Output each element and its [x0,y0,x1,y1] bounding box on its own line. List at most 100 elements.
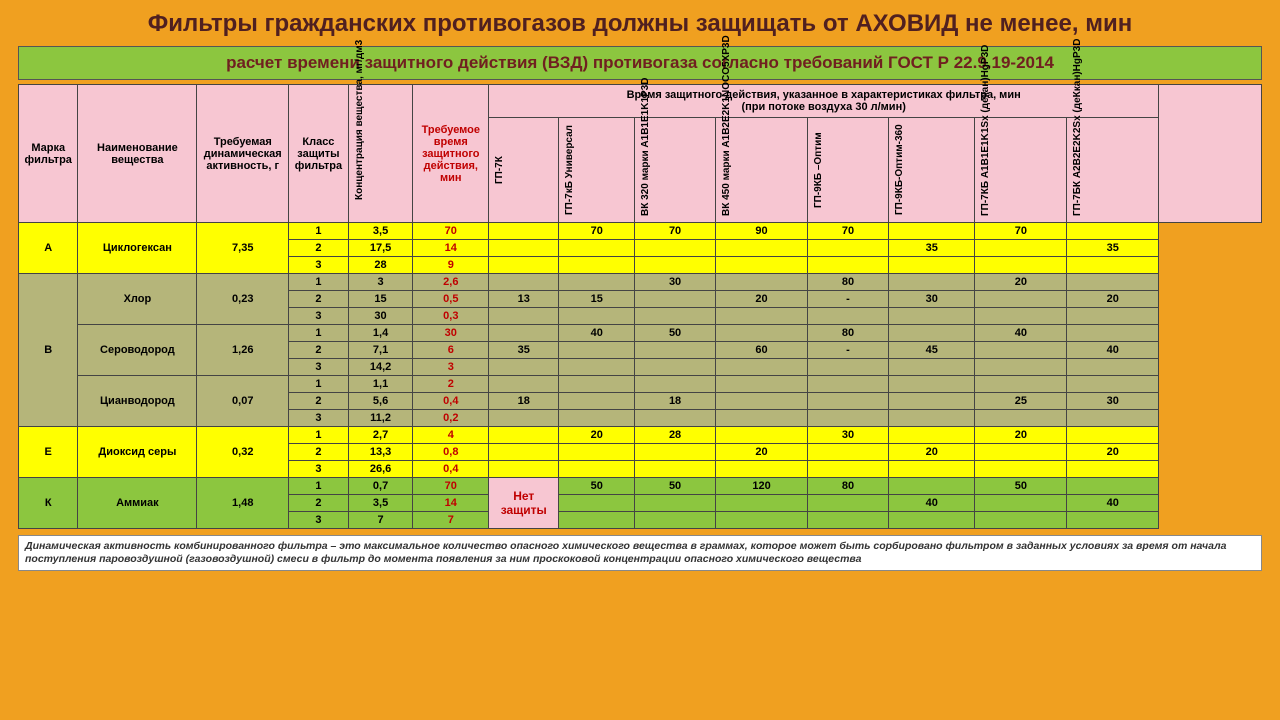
req-cell: 14 [413,240,489,257]
req-cell: 0,4 [413,461,489,478]
value-cell [635,240,716,257]
value-cell: 60 [716,342,808,359]
class-cell: 2 [289,444,348,461]
req-cell: 30 [413,325,489,342]
req-cell: 2 [413,376,489,393]
mark-cell: Е [19,427,78,478]
value-cell: 70 [975,223,1067,240]
conc-cell: 5,6 [348,393,413,410]
value-cell [975,495,1067,512]
conc-cell: 0,7 [348,478,413,495]
substance-cell: Хлор [78,274,197,325]
value-cell: 20 [716,444,808,461]
value-cell [559,308,635,325]
value-cell: 70 [635,223,716,240]
value-cell [635,257,716,274]
value-cell [807,444,888,461]
conc-cell: 11,2 [348,410,413,427]
class-cell: 3 [289,308,348,325]
value-cell [1067,308,1159,325]
class-cell: 2 [289,393,348,410]
class-cell: 3 [289,461,348,478]
value-cell [975,461,1067,478]
value-cell: 40 [1067,342,1159,359]
conc-cell: 15 [348,291,413,308]
table-row: ЕДиоксид серы0,3212,7420283020 [19,427,1262,444]
value-cell [889,325,975,342]
value-cell [1067,512,1159,529]
col-f7: ГП-7КБ A1B1E1K1Sx (декан)HgP3D [975,118,1067,223]
conc-cell: 13,3 [348,444,413,461]
value-cell [889,359,975,376]
value-cell [889,461,975,478]
class-cell: 1 [289,427,348,444]
value-cell [559,512,635,529]
value-cell: 40 [1067,495,1159,512]
value-cell [716,495,808,512]
class-cell: 1 [289,376,348,393]
value-cell [635,495,716,512]
substance-cell: Сероводород [78,325,197,376]
value-cell [716,512,808,529]
value-cell [559,240,635,257]
value-cell [1067,376,1159,393]
value-cell [889,223,975,240]
value-cell [559,342,635,359]
value-cell [635,461,716,478]
value-cell: 18 [489,393,559,410]
mark-cell: А [19,223,78,274]
class-cell: 3 [289,410,348,427]
value-cell: 70 [807,223,888,240]
value-cell [807,512,888,529]
table-body: АЦиклогексан7,3513,5707070907070217,5143… [19,223,1262,529]
value-cell: 30 [807,427,888,444]
conc-cell: 7 [348,512,413,529]
value-cell [716,308,808,325]
value-cell [559,393,635,410]
col-activity: Требуемая динамическая активность, г [197,85,289,223]
value-cell: 15 [559,291,635,308]
value-cell [889,376,975,393]
value-cell [489,274,559,291]
value-cell [559,274,635,291]
value-cell [807,393,888,410]
value-cell [635,308,716,325]
value-cell [807,240,888,257]
value-cell [559,461,635,478]
req-cell: 14 [413,495,489,512]
conc-cell: 26,6 [348,461,413,478]
value-cell: 70 [559,223,635,240]
class-cell: 3 [289,359,348,376]
value-cell: 45 [889,342,975,359]
value-cell [716,393,808,410]
value-cell: 20 [975,427,1067,444]
value-cell [975,410,1067,427]
value-cell [975,240,1067,257]
req-cell: 0,4 [413,393,489,410]
conc-cell: 14,2 [348,359,413,376]
req-cell: 3 [413,359,489,376]
value-cell: 50 [635,478,716,495]
activity-cell: 1,48 [197,478,289,529]
activity-cell: 0,07 [197,376,289,427]
value-cell: 20 [1067,444,1159,461]
req-cell: 0,2 [413,410,489,427]
conc-cell: 1,1 [348,376,413,393]
value-cell [716,376,808,393]
value-cell [635,376,716,393]
value-cell [489,376,559,393]
value-cell: 40 [975,325,1067,342]
value-cell: 40 [889,495,975,512]
req-cell: 70 [413,223,489,240]
value-cell: 30 [635,274,716,291]
value-cell [489,427,559,444]
class-cell: 1 [289,223,348,240]
activity-cell: 7,35 [197,223,289,274]
table-row: Цианводород0,0711,12 [19,376,1262,393]
col-f2: ГП-7кБ Универсал [559,118,635,223]
value-cell [807,359,888,376]
value-cell [889,427,975,444]
value-cell: - [807,291,888,308]
value-cell [889,274,975,291]
value-cell: 35 [489,342,559,359]
